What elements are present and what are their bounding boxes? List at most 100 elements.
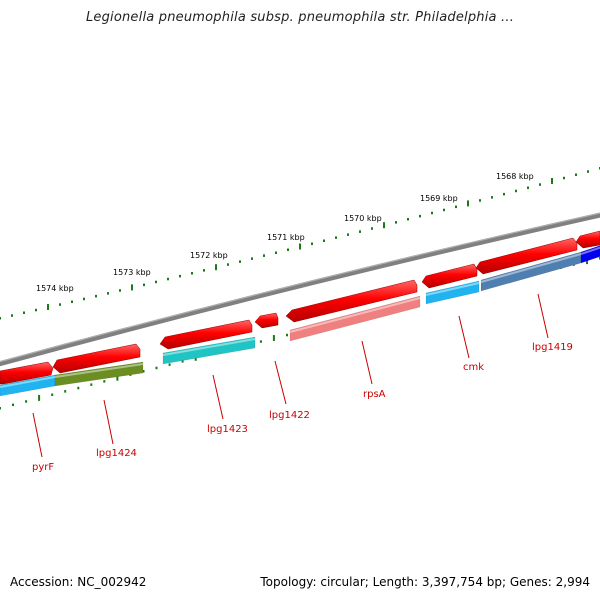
scale-minor-tick <box>11 314 13 317</box>
scale-minor-tick <box>227 263 229 266</box>
genome-summary-text: Topology: circular; Length: 3,397,754 bp… <box>260 575 590 589</box>
lower-minor-tick <box>168 363 171 366</box>
cds-band-highlight <box>162 338 256 356</box>
gene-label-lpg1422: lpg1422 <box>269 410 310 421</box>
scale-minor-tick <box>575 173 577 176</box>
scale-minor-tick <box>347 233 349 236</box>
scale-minor-tick <box>35 308 37 312</box>
lower-major-tick <box>272 335 275 341</box>
cds-band-highlight <box>0 376 56 388</box>
scale-label-1571: 1571 kbp <box>267 233 305 242</box>
scale-minor-tick <box>335 236 337 239</box>
leader-line <box>458 315 470 359</box>
scale-minor-tick <box>239 260 241 263</box>
genome-backbone <box>0 212 600 367</box>
scale-label-1568: 1568 kbp <box>496 172 534 181</box>
lower-minor-tick <box>181 360 184 363</box>
lower-major-tick <box>38 394 41 401</box>
scale-label-1573: 1573 kbp <box>113 268 151 277</box>
scale-minor-tick <box>443 208 445 212</box>
scale-minor-tick <box>143 283 145 287</box>
scale-minor-tick <box>527 186 529 189</box>
genome-backbone-highlight <box>0 212 600 363</box>
scale-minor-tick <box>587 170 589 173</box>
lower-minor-tick <box>0 407 1 410</box>
lower-major-tick <box>586 258 588 265</box>
gene-arrow <box>285 279 418 323</box>
scale-minor-tick <box>263 254 265 257</box>
gene-arrow <box>475 237 578 275</box>
lower-minor-tick <box>259 340 262 343</box>
gene-label-cmk: cmk <box>463 362 484 373</box>
cds-band-highlight <box>480 253 582 283</box>
gene-label-lpg1419: lpg1419 <box>532 342 573 353</box>
scale-minor-tick <box>107 292 109 295</box>
cds-band <box>54 361 144 387</box>
scale-minor-tick <box>491 196 493 199</box>
leader-line <box>212 374 224 420</box>
cds-band-highlight <box>289 297 421 333</box>
scale-minor-tick <box>287 248 289 251</box>
lower-minor-tick <box>64 390 67 393</box>
cds-band-highlight <box>425 282 480 296</box>
scale-minor-tick <box>167 277 169 281</box>
gene-arrow <box>159 319 253 350</box>
scale-minor-tick <box>359 230 361 233</box>
gene-arrow <box>575 230 600 249</box>
scale-minor-tick <box>563 176 565 180</box>
cds-band-highlight <box>54 363 144 378</box>
gene-label-lpg1423: lpg1423 <box>207 424 248 435</box>
lower-minor-tick <box>25 400 28 403</box>
scale-major-tick <box>383 222 385 229</box>
accession-text: Accession: NC_002942 <box>10 575 147 589</box>
scale-major-tick <box>551 178 553 184</box>
scale-major-tick <box>47 304 49 310</box>
scale-minor-tick <box>395 221 397 224</box>
scale-major-tick <box>467 200 469 207</box>
leader-line <box>274 360 287 405</box>
scale-major-tick <box>215 264 217 271</box>
scale-label-1570: 1570 kbp <box>344 214 382 223</box>
scale-minor-tick <box>0 317 1 320</box>
scale-minor-tick <box>323 239 325 242</box>
scale-labels: 1574 kbp 1573 kbp 1572 kbp 1571 kbp 1570… <box>36 172 534 293</box>
scale-minor-tick <box>191 272 193 275</box>
cds-band <box>580 245 600 264</box>
gene-arrow <box>0 361 54 385</box>
lower-minor-tick <box>103 380 106 383</box>
gene-arrow <box>52 343 141 374</box>
scale-minor-tick <box>479 199 481 202</box>
gene-arrow <box>254 312 279 329</box>
lower-major-tick <box>116 374 119 381</box>
leader-line <box>32 412 43 458</box>
scale-minor-tick <box>95 294 97 298</box>
scale-minor-tick <box>23 311 25 314</box>
scale-label-1574: 1574 kbp <box>36 284 74 293</box>
scale-minor-tick <box>155 280 157 284</box>
scale-minor-tick <box>311 242 313 245</box>
scale-major-tick <box>131 284 133 291</box>
scale-minor-tick <box>539 183 541 186</box>
gene-label-rpsA: rpsA <box>363 389 386 400</box>
lower-minor-tick <box>51 393 54 396</box>
gene-arrow <box>421 263 478 289</box>
cds-band <box>425 280 480 305</box>
label-leaders <box>32 293 549 458</box>
scale-minor-tick <box>119 289 121 292</box>
cds-band <box>162 336 256 365</box>
scale-major-tick <box>299 243 301 250</box>
scale-minor-tick <box>71 300 73 303</box>
lower-minor-tick <box>77 386 80 390</box>
gene-labels: pyrF lpg1424 lpg1423 lpg1422 rpsA cmk lp… <box>32 342 573 473</box>
lower-minor-tick <box>286 333 288 337</box>
cds-band-highlight <box>580 246 600 255</box>
gene-label-pyrF: pyrF <box>32 462 54 473</box>
scale-minor-tick <box>83 297 85 301</box>
scale-label-1572: 1572 kbp <box>190 251 228 260</box>
scale-minor-tick <box>503 192 505 196</box>
scale-minor-tick <box>407 218 409 221</box>
leader-line <box>537 293 549 339</box>
scale-minor-tick <box>203 269 205 272</box>
scale-minor-tick <box>371 227 373 230</box>
